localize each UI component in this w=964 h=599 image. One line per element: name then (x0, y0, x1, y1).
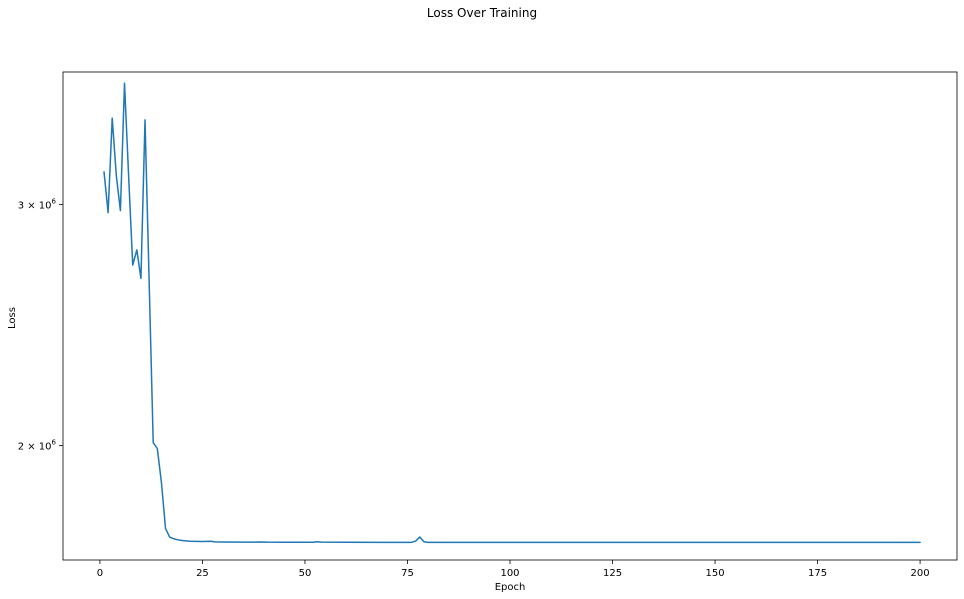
x-axis-label: Epoch (495, 582, 526, 593)
x-tick-label: 50 (299, 568, 312, 579)
x-tick-label: 150 (705, 568, 724, 579)
plot-area (63, 72, 957, 560)
series-line-0 (103, 82, 921, 544)
y-axis-ticks: 2 × 106 3 × 106 (18, 198, 63, 453)
series-lines (103, 82, 921, 544)
x-tick-label: 100 (500, 568, 519, 579)
y-tick-label: 3 × 106 (18, 198, 57, 212)
x-tick-label: 25 (196, 568, 209, 579)
x-tick-label: 125 (603, 568, 622, 579)
y-axis-label: Loss (7, 307, 18, 329)
x-tick-label: 200 (911, 568, 930, 579)
x-tick-label: 175 (808, 568, 827, 579)
x-tick-label: 0 (97, 568, 103, 579)
chart-title: Loss Over Training (426, 6, 538, 20)
x-tick-label: 75 (401, 568, 414, 579)
plot-frame (62, 71, 958, 561)
x-axis-ticks: 0 25 50 75 100 125 150 175 200 (97, 560, 930, 579)
y-tick-label: 2 × 106 (18, 439, 57, 453)
